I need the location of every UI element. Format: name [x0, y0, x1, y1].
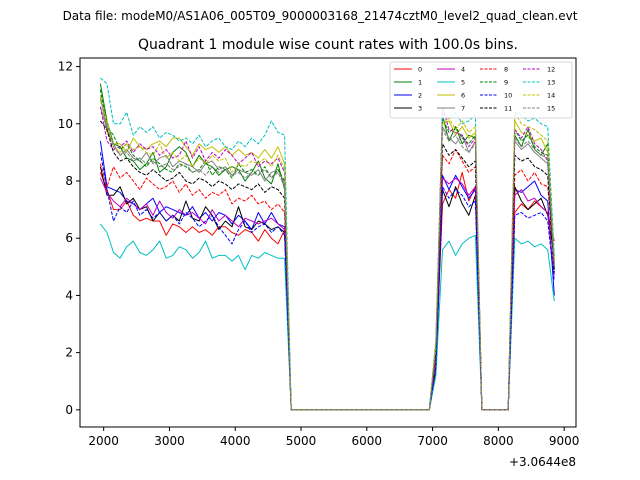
legend-label-8: 8 [504, 66, 508, 74]
series-line-14 [99, 100, 555, 411]
series-group [99, 77, 555, 411]
legend-label-13: 13 [547, 79, 555, 87]
plot-area [79, 57, 577, 428]
legend-label-5: 5 [461, 79, 465, 87]
chart-suptitle: Data file: modeM0/AS1A06_005T09_90000031… [63, 9, 578, 23]
legend-label-11: 11 [504, 105, 512, 113]
y-tick-label-12: 12 [58, 60, 73, 74]
y-tick-label-6: 6 [65, 231, 73, 245]
x-tick-label-7000: 7000 [417, 434, 448, 448]
x-tick-label-4000: 4000 [220, 434, 251, 448]
x-tick-label-6000: 6000 [352, 434, 383, 448]
y-tick-label-2: 2 [65, 346, 73, 360]
legend-label-4: 4 [461, 66, 465, 74]
x-axis: 2000 3000 4000 5000 6000 7000 8000 9000 [88, 427, 579, 448]
legend-label-2: 2 [418, 92, 422, 100]
series-line-10 [99, 152, 555, 411]
series-line-8 [99, 149, 555, 411]
x-tick-label-8000: 8000 [483, 434, 514, 448]
x-offset-label: +3.0644e8 [509, 455, 576, 469]
plot-frame [79, 57, 577, 428]
y-tick-label-10: 10 [58, 117, 73, 131]
y-tick-label-0: 0 [65, 403, 73, 417]
legend-box [389, 61, 573, 119]
x-tick-label-5000: 5000 [286, 434, 317, 448]
legend-label-15: 15 [547, 105, 555, 113]
series-line-15 [99, 97, 555, 411]
legend-label-7: 7 [461, 105, 465, 113]
legend-label-12: 12 [547, 66, 555, 74]
legend-label-6: 6 [461, 92, 465, 100]
x-tick-label-2000: 2000 [88, 434, 119, 448]
legend-label-9: 9 [504, 79, 508, 87]
y-axis: 0 2 4 6 8 10 12 [58, 60, 80, 417]
legend-label-0: 0 [418, 66, 422, 74]
x-tick-label-9000: 9000 [549, 434, 580, 448]
x-tick-label-3000: 3000 [154, 434, 185, 448]
legend-label-14: 14 [547, 92, 555, 100]
legend-label-3: 3 [418, 105, 422, 113]
legend-label-10: 10 [504, 92, 512, 100]
chart-title: Quadrant 1 module wise count rates with … [138, 37, 518, 53]
legend-label-1: 1 [418, 79, 422, 87]
y-tick-label-8: 8 [65, 174, 73, 188]
y-tick-label-4: 4 [65, 288, 73, 302]
